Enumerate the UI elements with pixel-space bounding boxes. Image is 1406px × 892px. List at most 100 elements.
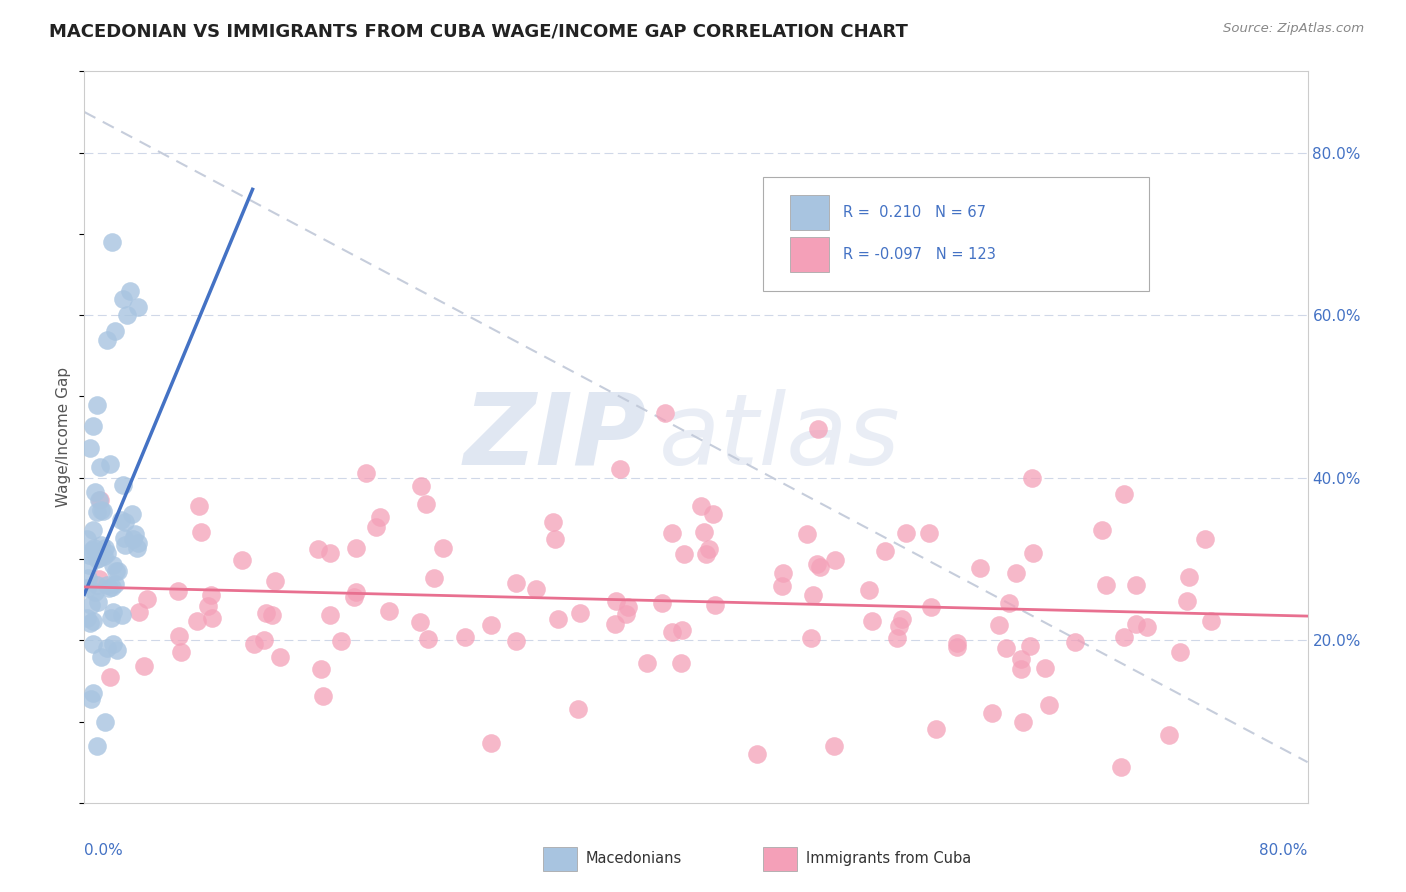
Point bbox=[568, 606, 591, 620]
Point bbox=[134, 658, 156, 673]
Point bbox=[89, 550, 111, 565]
Point bbox=[479, 736, 502, 750]
Point bbox=[170, 645, 193, 659]
FancyBboxPatch shape bbox=[790, 236, 830, 272]
Point bbox=[260, 608, 283, 623]
Point bbox=[167, 629, 190, 643]
Point bbox=[111, 607, 134, 622]
Point bbox=[690, 499, 713, 513]
Point bbox=[1021, 471, 1043, 485]
Point bbox=[823, 739, 845, 753]
Point bbox=[800, 631, 823, 645]
Point bbox=[84, 485, 107, 500]
Point bbox=[344, 585, 367, 599]
Point bbox=[616, 599, 638, 614]
Point bbox=[693, 525, 716, 540]
Point bbox=[79, 615, 101, 630]
Point bbox=[1022, 546, 1045, 560]
Point bbox=[86, 739, 108, 753]
Point bbox=[98, 670, 121, 684]
Point bbox=[89, 572, 111, 586]
Point bbox=[1010, 662, 1032, 676]
Point bbox=[1109, 760, 1132, 774]
Point bbox=[89, 492, 111, 507]
Point bbox=[100, 611, 122, 625]
Point bbox=[824, 552, 846, 566]
Text: Source: ZipAtlas.com: Source: ZipAtlas.com bbox=[1223, 22, 1364, 36]
Point bbox=[111, 292, 134, 306]
Point bbox=[432, 541, 454, 555]
Point bbox=[90, 650, 112, 665]
Point bbox=[186, 614, 208, 628]
Point bbox=[190, 524, 212, 539]
Point bbox=[1033, 661, 1056, 675]
Point bbox=[890, 612, 912, 626]
Point bbox=[197, 599, 219, 613]
Text: atlas: atlas bbox=[659, 389, 901, 485]
Text: Immigrants from Cuba: Immigrants from Cuba bbox=[806, 851, 972, 866]
FancyBboxPatch shape bbox=[763, 847, 797, 871]
Point bbox=[312, 689, 335, 703]
Point bbox=[1010, 652, 1032, 666]
Point bbox=[411, 479, 433, 493]
Point bbox=[264, 574, 287, 588]
Point bbox=[128, 605, 150, 619]
Point bbox=[90, 538, 112, 552]
Point bbox=[309, 662, 332, 676]
Point bbox=[796, 527, 818, 541]
Point bbox=[83, 541, 105, 555]
Point bbox=[1064, 634, 1087, 648]
Point bbox=[104, 576, 127, 591]
Point bbox=[636, 656, 658, 670]
Point bbox=[122, 532, 145, 546]
Point bbox=[807, 422, 830, 436]
Point bbox=[82, 614, 104, 628]
Point bbox=[918, 526, 941, 541]
Point bbox=[167, 584, 190, 599]
Point bbox=[806, 558, 828, 572]
Point bbox=[1168, 645, 1191, 659]
Point bbox=[125, 541, 148, 555]
Point bbox=[998, 596, 1021, 610]
Point bbox=[547, 612, 569, 626]
Point bbox=[124, 527, 146, 541]
Point bbox=[1157, 728, 1180, 742]
Point bbox=[76, 533, 98, 547]
Point bbox=[1125, 617, 1147, 632]
Point bbox=[886, 631, 908, 645]
Point bbox=[98, 457, 121, 471]
Point bbox=[101, 605, 124, 619]
Point bbox=[1199, 614, 1222, 628]
Point bbox=[269, 649, 291, 664]
Point bbox=[89, 459, 111, 474]
Point bbox=[661, 526, 683, 541]
Point bbox=[112, 477, 135, 491]
Point bbox=[1011, 714, 1033, 729]
Point bbox=[188, 499, 211, 513]
Point bbox=[319, 608, 342, 623]
Point bbox=[704, 598, 727, 612]
Point bbox=[82, 418, 104, 433]
Point bbox=[654, 406, 676, 420]
Point bbox=[107, 564, 129, 578]
Point bbox=[1125, 578, 1147, 592]
Point bbox=[605, 594, 627, 608]
Point bbox=[1091, 524, 1114, 538]
Point bbox=[121, 507, 143, 521]
Point bbox=[1194, 533, 1216, 547]
Point bbox=[354, 466, 377, 480]
Point bbox=[925, 722, 948, 736]
Point bbox=[96, 640, 118, 655]
Point bbox=[101, 580, 124, 594]
Point bbox=[76, 570, 98, 584]
Point bbox=[860, 614, 883, 628]
Point bbox=[770, 579, 793, 593]
Point bbox=[378, 604, 401, 618]
Point bbox=[94, 714, 117, 729]
Point bbox=[1136, 620, 1159, 634]
Point bbox=[77, 548, 100, 562]
FancyBboxPatch shape bbox=[543, 847, 578, 871]
Point bbox=[90, 503, 112, 517]
Point bbox=[567, 702, 589, 716]
Point bbox=[415, 497, 437, 511]
